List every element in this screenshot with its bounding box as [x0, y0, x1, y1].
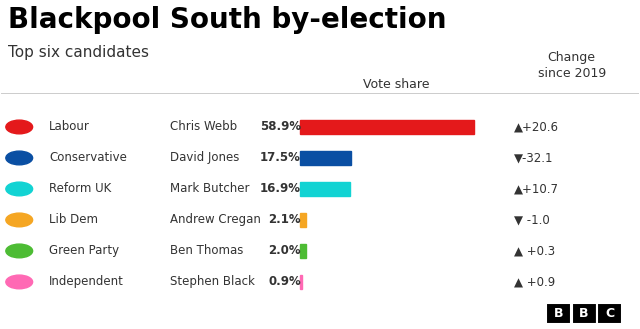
Text: 17.5%: 17.5% — [260, 151, 301, 164]
Text: ▼-32.1: ▼-32.1 — [515, 151, 554, 164]
Text: ▲+20.6: ▲+20.6 — [515, 120, 559, 134]
FancyBboxPatch shape — [546, 303, 571, 324]
Text: Independent: Independent — [49, 275, 124, 289]
Text: C: C — [605, 307, 614, 320]
Text: Mark Butcher: Mark Butcher — [170, 183, 250, 195]
Circle shape — [6, 244, 33, 258]
Text: Vote share: Vote share — [364, 78, 429, 91]
Text: ▲ +0.9: ▲ +0.9 — [515, 275, 556, 289]
FancyBboxPatch shape — [300, 213, 306, 227]
Text: Green Party: Green Party — [49, 244, 119, 258]
Text: Conservative: Conservative — [49, 151, 127, 164]
FancyBboxPatch shape — [300, 120, 474, 134]
Text: 0.9%: 0.9% — [268, 275, 301, 289]
Text: Top six candidates: Top six candidates — [8, 45, 148, 61]
Text: Blackpool South by-election: Blackpool South by-election — [8, 6, 446, 34]
Circle shape — [6, 151, 33, 165]
Text: Change
since 2019: Change since 2019 — [538, 51, 606, 80]
Text: Labour: Labour — [49, 120, 90, 134]
Text: Stephen Black: Stephen Black — [170, 275, 255, 289]
Text: B: B — [579, 307, 589, 320]
Circle shape — [6, 275, 33, 289]
Text: ▼ -1.0: ▼ -1.0 — [515, 214, 550, 226]
Text: Chris Webb: Chris Webb — [170, 120, 237, 134]
Text: ▲+10.7: ▲+10.7 — [515, 183, 559, 195]
FancyBboxPatch shape — [597, 303, 622, 324]
Text: ▲ +0.3: ▲ +0.3 — [515, 244, 556, 258]
Text: 16.9%: 16.9% — [260, 183, 301, 195]
FancyBboxPatch shape — [300, 182, 349, 196]
Text: Ben Thomas: Ben Thomas — [170, 244, 244, 258]
Text: 58.9%: 58.9% — [260, 120, 301, 134]
Text: B: B — [554, 307, 563, 320]
Circle shape — [6, 120, 33, 134]
Circle shape — [6, 182, 33, 196]
Text: Andrew Cregan: Andrew Cregan — [170, 214, 261, 226]
FancyBboxPatch shape — [300, 275, 302, 289]
Text: David Jones: David Jones — [170, 151, 239, 164]
Circle shape — [6, 213, 33, 227]
Text: Lib Dem: Lib Dem — [49, 214, 98, 226]
FancyBboxPatch shape — [300, 244, 305, 258]
Text: 2.1%: 2.1% — [268, 214, 301, 226]
Text: 2.0%: 2.0% — [268, 244, 301, 258]
FancyBboxPatch shape — [300, 151, 351, 165]
Text: Reform UK: Reform UK — [49, 183, 111, 195]
FancyBboxPatch shape — [572, 303, 596, 324]
